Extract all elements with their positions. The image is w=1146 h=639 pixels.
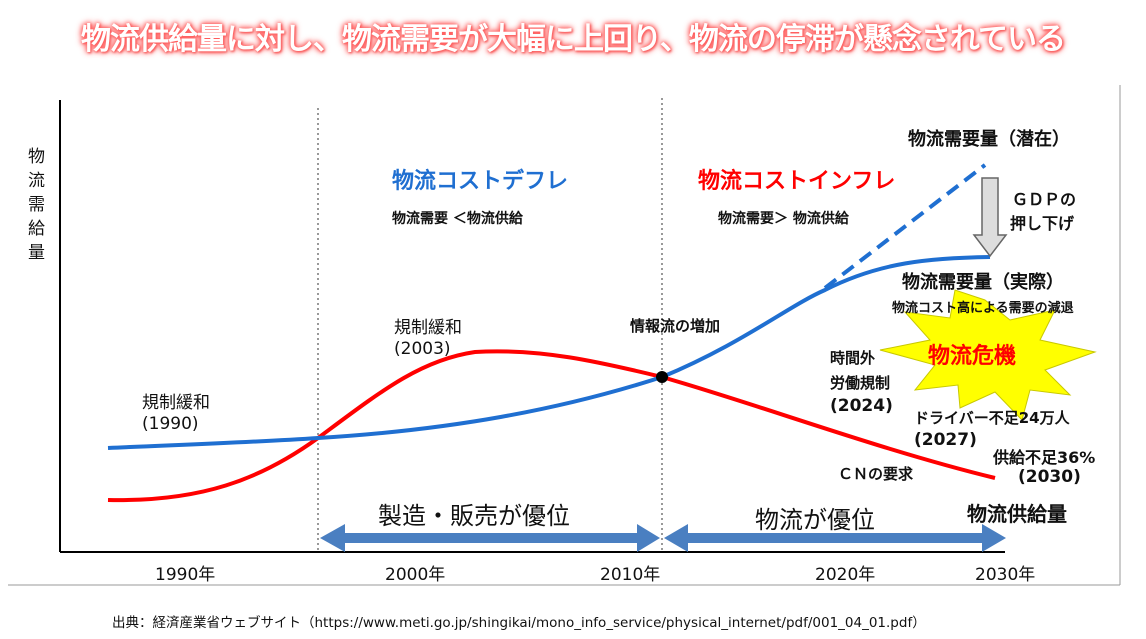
manufacturing-dominant-arrow	[320, 524, 660, 552]
supply-shortage-year: (2030)	[1018, 467, 1081, 487]
deflation-sub: 物流需要 ＜物流供給	[392, 211, 523, 227]
gdp-down-arrow	[972, 177, 1008, 258]
deregulation-1990-year: (1990)	[142, 414, 199, 434]
potential-demand-label: 物流需要量（潜在）	[908, 129, 1070, 150]
supply-label: 物流供給量	[967, 502, 1067, 526]
inflation-label: 物流コストインフレ	[698, 169, 896, 194]
x-tick: 2000年	[385, 565, 446, 585]
overtime-label: 時間外	[830, 349, 876, 367]
logistics-dominant-label: 物流が優位	[755, 506, 875, 534]
inflation-sub: 物流需要＞ 物流供給	[718, 211, 849, 227]
cn-requirement-label: ＣＮの要求	[838, 465, 914, 483]
crisis-label: 物流危機	[928, 344, 1017, 369]
x-tick: 2020年	[815, 565, 876, 585]
headline: 物流供給量に対し、物流需要が大幅に上回り、物流の停滞が懸念されている	[81, 22, 1066, 57]
overtime-year: (2024)	[830, 396, 893, 416]
manufacturing-dominant-label: 製造・販売が優位	[378, 502, 570, 530]
supply-shortage-label: 供給不足36%	[993, 448, 1096, 467]
crisis-burst	[879, 289, 1097, 421]
source-citation: 出典：経済産業省ウェブサイト（https://www.meti.go.jp/sh…	[112, 615, 926, 631]
supply-curve	[107, 349, 996, 503]
demand-curve	[107, 255, 991, 450]
deregulation-1990: 規制緩和	[142, 393, 210, 413]
driver-shortage-label: ドライバー不足24万人	[914, 409, 1070, 427]
x-tick: 2010年	[600, 565, 661, 585]
y-axis-label: 物流需給量	[28, 147, 45, 263]
x-tick: 2030年	[975, 565, 1036, 585]
deregulation-2003: 規制緩和	[394, 318, 462, 338]
x-tick: 1990年	[155, 565, 216, 585]
overtime-label: 労働規制	[830, 374, 891, 392]
info-flow-label: 情報流の増加	[630, 317, 721, 335]
demand-decline-label: 物流コスト高による需要の減退	[892, 301, 1074, 316]
gdp-label: 押し下げ	[1010, 214, 1075, 233]
logistics-dominant-arrow	[664, 524, 1006, 552]
actual-demand-label: 物流需要量（実際）	[902, 272, 1064, 293]
deflation-label: 物流コストデフレ	[392, 169, 569, 194]
driver-shortage-year: (2027)	[914, 430, 977, 450]
potential-demand-line	[823, 163, 987, 290]
gdp-label: ＧＤＰの	[1012, 190, 1077, 209]
deregulation-2003-year: (2003)	[394, 339, 451, 359]
intersection-point	[656, 371, 668, 383]
